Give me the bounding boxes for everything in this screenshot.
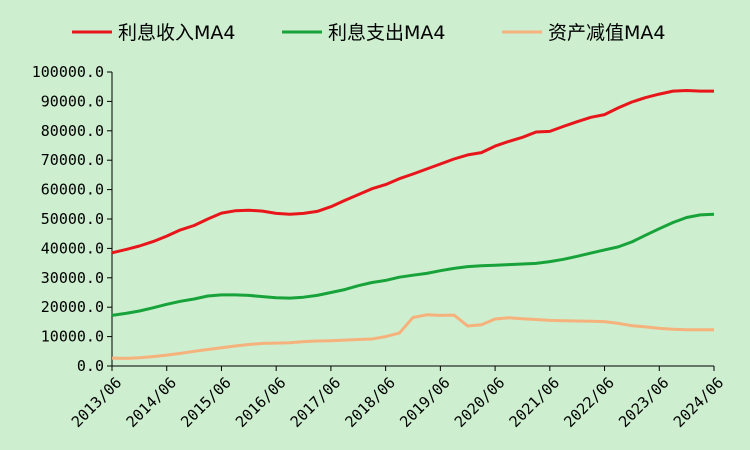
y-tick-label: 20000.0 <box>41 298 104 316</box>
y-tick-label: 0.0 <box>77 357 104 375</box>
y-tick-label: 80000.0 <box>41 122 104 140</box>
y-tick-label: 70000.0 <box>41 151 104 169</box>
y-tick-label: 30000.0 <box>41 269 104 287</box>
x-tick-label: 2021/06 <box>506 374 563 431</box>
x-tick-label: 2013/06 <box>68 374 125 431</box>
x-tick-label: 2022/06 <box>560 374 617 431</box>
y-tick-label: 10000.0 <box>41 328 104 346</box>
y-tick-label: 100000.0 <box>32 63 104 81</box>
y-tick-label: 40000.0 <box>41 239 104 257</box>
series-line-3 <box>111 313 714 360</box>
series-line-1 <box>111 89 714 255</box>
y-tick-label: 90000.0 <box>41 92 104 110</box>
x-tick-label: 2016/06 <box>232 374 289 431</box>
y-tick-label: 60000.0 <box>41 181 104 199</box>
plot-area <box>111 89 715 360</box>
series-line-2 <box>111 212 715 317</box>
x-tick-label: 2019/06 <box>396 374 453 431</box>
legend-label-1: 利息收入MA4 <box>118 22 235 44</box>
x-tick-label: 2024/06 <box>670 374 727 431</box>
legend-label-2: 利息支出MA4 <box>328 22 445 44</box>
x-tick-label: 2014/06 <box>123 374 180 431</box>
legend-label-3: 资产减值MA4 <box>548 22 665 44</box>
legend: 利息收入MA4 利息支出MA4 资产减值MA4 <box>72 22 665 44</box>
x-tick-label: 2015/06 <box>177 374 234 431</box>
x-tick-label: 2018/06 <box>341 374 398 431</box>
y-tick-label: 50000.0 <box>41 210 104 228</box>
x-tick-label: 2023/06 <box>615 374 672 431</box>
x-tick-label: 2017/06 <box>287 374 344 431</box>
x-tick-label: 2020/06 <box>451 374 508 431</box>
